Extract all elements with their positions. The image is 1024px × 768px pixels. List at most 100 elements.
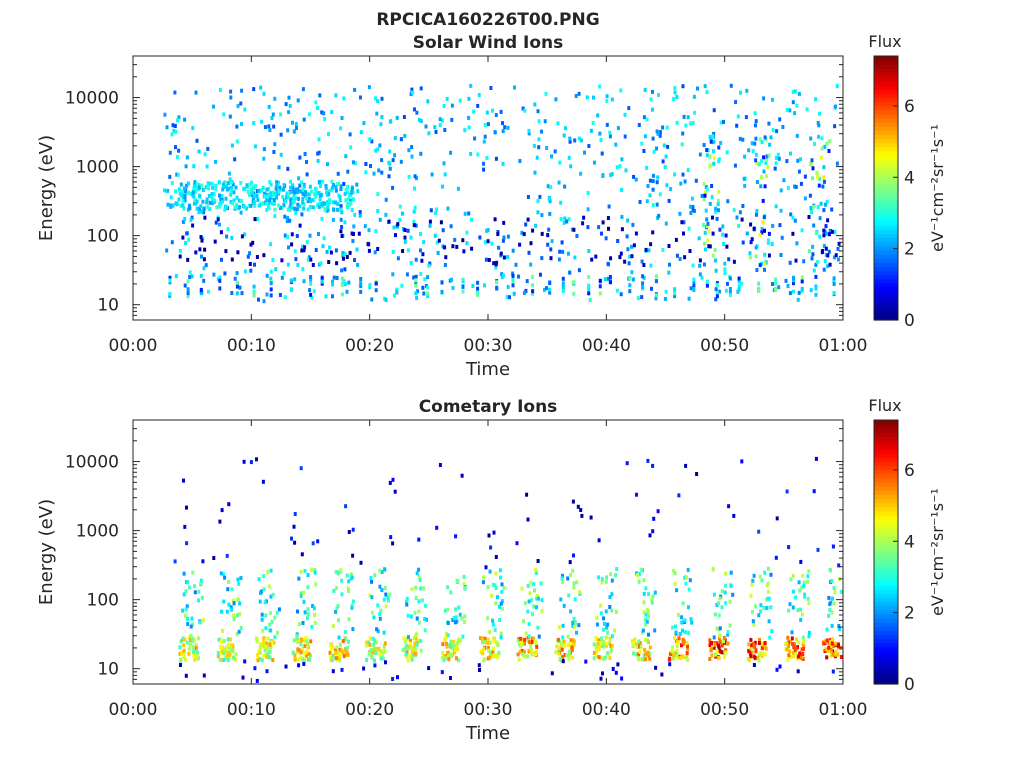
- heatmap-cell: [353, 87, 357, 92]
- heatmap-cell: [225, 234, 229, 239]
- heatmap-cell: [292, 192, 296, 197]
- heatmap-cell: [379, 649, 383, 653]
- heatmap-cell: [232, 613, 236, 618]
- heatmap-cell: [163, 188, 167, 193]
- heatmap-cell: [651, 136, 655, 141]
- heatmap-cell: [755, 212, 758, 217]
- heatmap-cell: [288, 103, 292, 108]
- heatmap-cell: [289, 179, 293, 184]
- heatmap-cell: [703, 241, 707, 246]
- heatmap-cell: [377, 646, 381, 651]
- heatmap-cell: [486, 656, 490, 661]
- heatmap-cell: [654, 665, 658, 670]
- heatmap-cell: [441, 118, 445, 123]
- heatmap-cell: [771, 97, 774, 102]
- heatmap-cell: [599, 636, 603, 641]
- heatmap-cell: [769, 135, 773, 140]
- heatmap-cell: [325, 190, 329, 195]
- heatmap-cell: [478, 636, 482, 641]
- heatmap-cell: [301, 638, 305, 643]
- heatmap-cell: [449, 639, 453, 644]
- heatmap-cell: [321, 244, 325, 249]
- heatmap-cell: [356, 262, 360, 267]
- heatmap-cell: [378, 568, 382, 573]
- heatmap-cell: [379, 656, 383, 661]
- heatmap-cell: [483, 283, 486, 288]
- heatmap-cell: [314, 582, 318, 587]
- heatmap-cell: [331, 294, 334, 299]
- heatmap-cell: [603, 277, 607, 282]
- heatmap-cell: [656, 216, 660, 220]
- heatmap-cell: [350, 605, 354, 610]
- heatmap-cell: [435, 525, 439, 530]
- heatmap-cell: [201, 618, 205, 623]
- colorbar-segment: [874, 192, 898, 197]
- heatmap-cell: [300, 248, 304, 253]
- heatmap-cell: [306, 641, 309, 646]
- heatmap-cell: [240, 291, 244, 296]
- heatmap-cell: [342, 96, 346, 101]
- heatmap-cell: [268, 128, 272, 132]
- heatmap-cell: [482, 658, 486, 663]
- heatmap-cell: [827, 232, 831, 237]
- heatmap-cell: [181, 235, 185, 240]
- heatmap-cell: [264, 201, 268, 206]
- heatmap-cell: [187, 646, 191, 651]
- heatmap-cell: [405, 596, 409, 601]
- heatmap-cell: [559, 597, 563, 602]
- heatmap-cell: [185, 183, 189, 188]
- heatmap-cell: [832, 282, 836, 286]
- heatmap-cell: [204, 263, 208, 268]
- heatmap-cell: [336, 651, 339, 655]
- heatmap-cell: [198, 620, 202, 625]
- colorbar-segment: [874, 225, 898, 230]
- heatmap-cell: [607, 641, 611, 646]
- heatmap-cell: [309, 189, 313, 194]
- heatmap-cell: [227, 171, 231, 176]
- heatmap-cell: [767, 253, 771, 258]
- heatmap-cell: [800, 228, 804, 233]
- heatmap-cell: [537, 119, 541, 124]
- heatmap-cell: [675, 649, 679, 653]
- heatmap-cell: [527, 250, 531, 255]
- heatmap-cell: [763, 652, 767, 657]
- heatmap-cell: [602, 621, 606, 626]
- heatmap-cell: [341, 639, 345, 643]
- heatmap-cell: [411, 90, 415, 95]
- heatmap-cell: [338, 654, 342, 659]
- heatmap-cell: [718, 649, 722, 654]
- heatmap-cell: [833, 230, 837, 235]
- heatmap-cell: [712, 131, 716, 136]
- heatmap-cell: [764, 646, 768, 651]
- heatmap-cell: [529, 241, 533, 246]
- heatmap-cell: [249, 268, 253, 273]
- heatmap-cell: [343, 192, 347, 196]
- heatmap-cell: [646, 638, 650, 643]
- heatmap-cell: [837, 241, 841, 246]
- heatmap-cell: [478, 235, 482, 240]
- heatmap-cell: [372, 615, 376, 620]
- heatmap-cell: [641, 657, 645, 662]
- heatmap-cell: [313, 192, 317, 196]
- heatmap-cell: [763, 184, 767, 189]
- heatmap-cell: [715, 294, 719, 299]
- heatmap-cell: [674, 653, 678, 658]
- heatmap-cell: [184, 164, 188, 169]
- heatmap-cell: [632, 243, 636, 248]
- heatmap-cell: [226, 181, 230, 186]
- heatmap-cell: [818, 234, 822, 239]
- heatmap-cell: [169, 203, 173, 208]
- heatmap-cell: [295, 207, 299, 212]
- colorbar-segment: [874, 457, 898, 462]
- heatmap-cell: [441, 184, 444, 189]
- heatmap-cell: [278, 185, 282, 190]
- heatmap-cell: [200, 254, 203, 259]
- heatmap-cell: [750, 583, 754, 587]
- heatmap-cell: [234, 652, 238, 657]
- heatmap-cell: [249, 242, 253, 247]
- heatmap-cell: [768, 635, 772, 640]
- heatmap-cell: [258, 656, 262, 661]
- heatmap-cell: [657, 93, 660, 97]
- heatmap-cell: [269, 644, 273, 649]
- heatmap-cell: [263, 191, 266, 196]
